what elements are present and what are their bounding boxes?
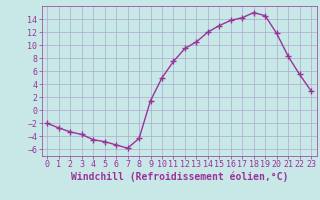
X-axis label: Windchill (Refroidissement éolien,°C): Windchill (Refroidissement éolien,°C) <box>70 172 288 182</box>
